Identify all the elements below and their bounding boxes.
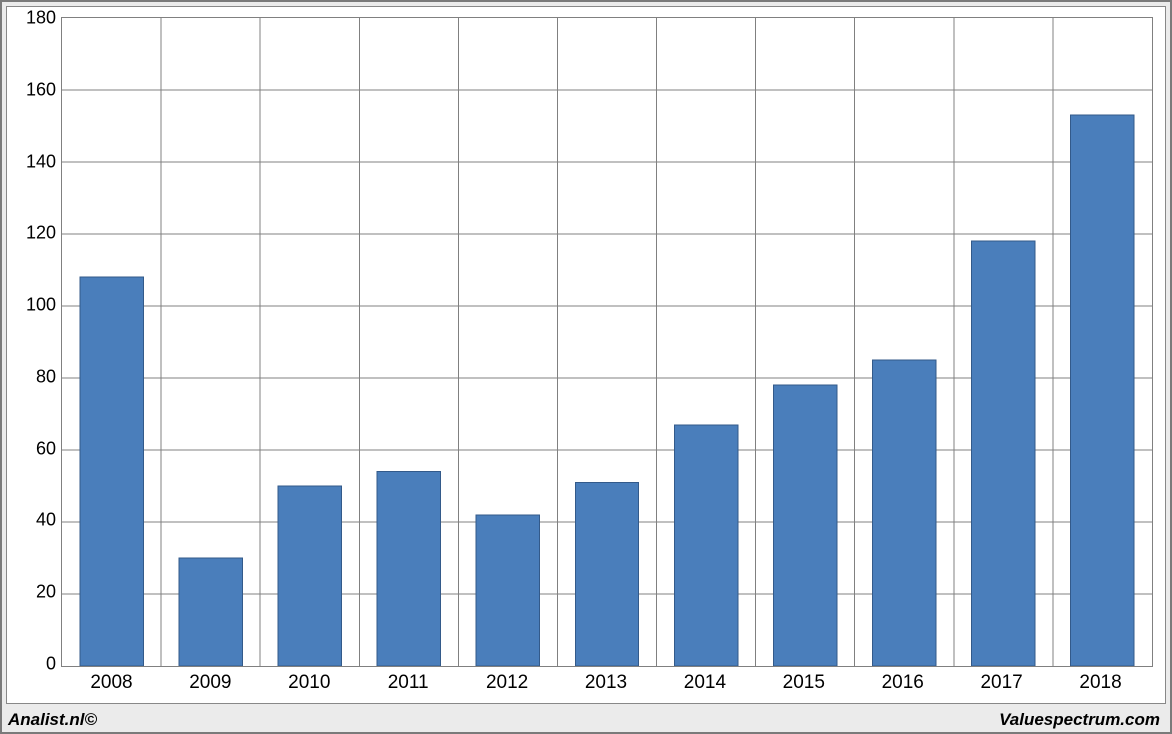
y-tick-label: 100 [26,295,56,316]
x-tick-label: 2013 [585,672,627,694]
chart-svg [62,18,1152,666]
bar [476,515,539,666]
x-tick-label: 2018 [1079,672,1121,694]
y-tick-label: 20 [36,582,56,603]
y-tick-label: 40 [36,510,56,531]
outer-frame: 0 20 40 60 80 100 120 140 160 180 2008 2009 2010 2011… [0,0,1172,734]
bar [179,558,242,666]
x-tick-label: 2016 [882,672,924,694]
x-tick-label: 2012 [486,672,528,694]
bar [80,277,143,666]
y-tick-label: 60 [36,438,56,459]
bar [278,486,341,666]
x-tick-label: 2015 [783,672,825,694]
bar [674,425,737,666]
footer-left-attribution: Analist.nl© [8,710,97,730]
bar [377,472,440,666]
bar [1071,115,1134,666]
chart-frame: 0 20 40 60 80 100 120 140 160 180 2008 2009 2010 2011… [6,6,1166,704]
footer-right-attribution: Valuespectrum.com [999,710,1160,730]
x-tick-label: 2008 [90,672,132,694]
y-tick-label: 180 [26,8,56,29]
x-tick-label: 2009 [189,672,231,694]
x-tick-label: 2010 [288,672,330,694]
y-tick-label: 0 [46,654,56,675]
x-tick-label: 2014 [684,672,726,694]
bar [972,241,1035,666]
bar [773,385,836,666]
bar [873,360,936,666]
y-tick-label: 140 [26,151,56,172]
x-tick-label: 2017 [980,672,1022,694]
bars-group [80,115,1134,666]
plot-area: 0204060801001201401601802008200920102011… [61,17,1153,667]
y-tick-label: 160 [26,79,56,100]
x-tick-label: 2011 [388,672,429,694]
y-tick-label: 120 [26,223,56,244]
bar [575,482,638,666]
y-tick-label: 80 [36,366,56,387]
